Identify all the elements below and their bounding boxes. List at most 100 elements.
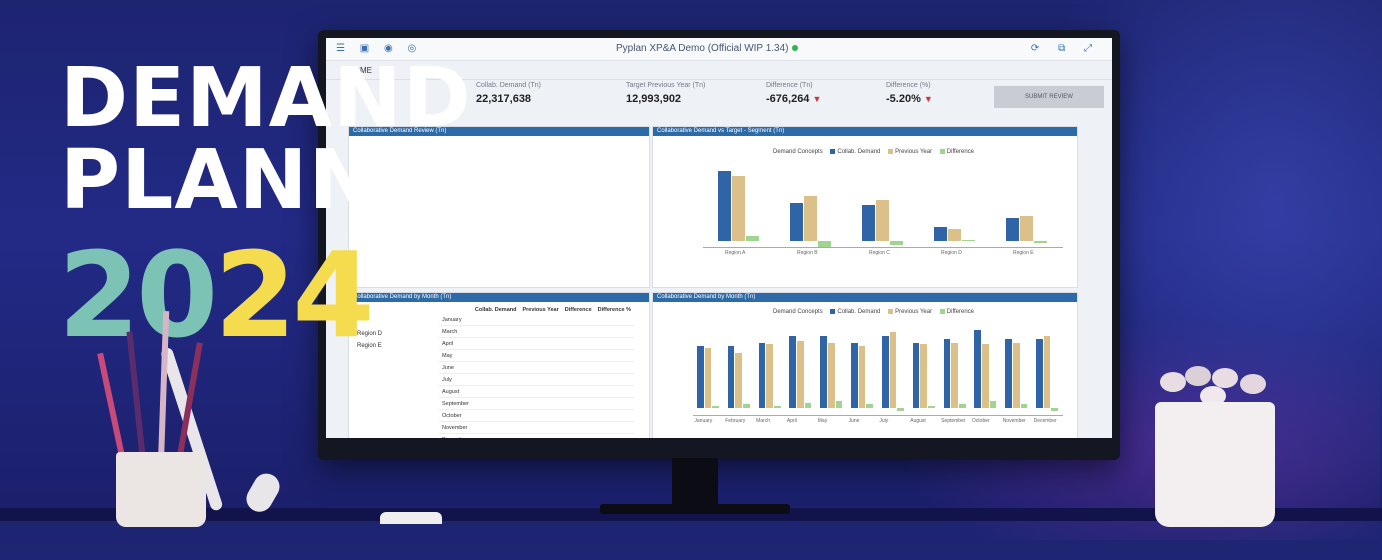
monitor-stand-base — [600, 504, 790, 514]
table-cell — [471, 433, 520, 438]
month-label: January — [439, 314, 472, 326]
decor-stone — [1212, 368, 1238, 388]
decor-stone — [1160, 372, 1186, 392]
app-title: Pyplan XP&A Demo (Official WIP 1.34) — [616, 43, 799, 54]
status-dot — [792, 45, 799, 51]
chart-bar — [789, 335, 797, 408]
table-cell — [594, 409, 634, 422]
chart-bar — [897, 407, 904, 412]
region-d-label: Region D — [357, 331, 383, 337]
x-tick-label: December — [1033, 418, 1057, 424]
chart-bar — [758, 342, 766, 408]
desk-surface — [0, 508, 1382, 521]
chart-bar — [962, 239, 975, 241]
year-part-1: 20 — [58, 226, 218, 364]
app-topbar: ☰ ▣ ◉ ◎ Pyplan XP&A Demo (Official WIP 1… — [326, 38, 1112, 61]
table-cell — [594, 325, 634, 338]
chart-bar — [876, 200, 889, 241]
table-row: January — [439, 314, 634, 326]
table-row: May — [439, 349, 634, 362]
toolbar-right-icons[interactable]: ⟳ ⧉ ⤢ — [1030, 43, 1100, 54]
table-cell — [561, 373, 595, 386]
table-cell — [471, 314, 520, 326]
chart-bar — [974, 330, 982, 408]
x-tick-label: April — [786, 418, 797, 424]
chart-bar — [712, 406, 719, 408]
table-header-row: Collab. Demand Previous Year Difference … — [439, 306, 634, 314]
chart-bar — [1043, 335, 1051, 408]
pencil — [97, 352, 126, 462]
monitor-stand — [672, 458, 718, 508]
panel-demand-by-month-table: Collaborative Demand by Month (Tn) Regio… — [348, 292, 650, 438]
headline-year: 2024 — [58, 236, 374, 354]
x-tick-label: Region B — [797, 250, 818, 256]
submit-review-button[interactable]: SUBMIT REVIEW — [994, 86, 1104, 108]
panel-title: Collaborative Demand by Month (Tn) — [653, 293, 1077, 302]
chart-legend: Demand Concepts Collab. Demand Previous … — [773, 149, 975, 156]
x-tick-label: January — [694, 418, 713, 424]
table-cell — [519, 349, 562, 362]
col-difference: Difference — [564, 307, 592, 313]
headline-line-1: DEMAND — [60, 51, 472, 146]
chart-bar — [1012, 342, 1020, 408]
table-cell — [471, 421, 520, 434]
table-cell — [519, 397, 562, 410]
chart-bar — [732, 175, 745, 241]
decor-stone — [1185, 366, 1211, 386]
month-label: April — [439, 337, 472, 350]
table-row: December — [439, 433, 634, 438]
x-tick-label: July — [879, 418, 889, 424]
region-e-label: Region E — [357, 343, 382, 349]
table-cell — [561, 361, 595, 374]
chart-bar — [804, 402, 812, 408]
col-difference-pct: Difference % — [597, 307, 631, 313]
kpi-target-previous-year: Target Previous Year (Tn) 12,993,902 — [626, 82, 706, 105]
month-label: October — [439, 409, 472, 422]
x-tick-label: Region C — [869, 250, 890, 256]
chart-bar — [790, 202, 803, 241]
chart-bar — [827, 342, 835, 408]
table-row: March — [439, 325, 634, 338]
chart-bar — [696, 346, 704, 408]
chart-bar — [866, 404, 874, 408]
planter-pot — [1155, 402, 1275, 527]
chart-bar — [704, 347, 712, 408]
table-cell — [519, 409, 562, 422]
kpi-strip: Collab. Demand (Tn) 22,317,638 Target Pre… — [326, 82, 1112, 112]
table-cell — [594, 433, 634, 438]
table-cell — [519, 361, 562, 374]
table-cell — [471, 349, 520, 362]
table-cell — [594, 373, 634, 386]
chart-bar — [948, 229, 961, 241]
chart-bar — [1051, 407, 1059, 412]
table-cell — [519, 325, 562, 338]
x-tick-label: March — [756, 418, 770, 424]
x-tick-label: Region D — [941, 250, 962, 256]
month-label: March — [439, 325, 472, 338]
x-tick-label: November — [1002, 418, 1026, 424]
chart-bar — [1005, 339, 1012, 408]
month-label: May — [439, 349, 472, 362]
kpi-difference-pct: Difference (%) -5.20% ▼ — [886, 82, 933, 105]
monthly-bar-chart: January February March April May June July Augu… — [693, 325, 1063, 424]
chart-bar — [835, 400, 843, 408]
x-tick-label: September — [941, 418, 966, 424]
chart-bar — [773, 406, 781, 408]
pencil-cup — [116, 452, 206, 527]
table-cell — [561, 397, 595, 410]
table-cell — [471, 361, 520, 374]
table-cell — [471, 385, 520, 398]
segment-bar-chart: Region A Region B Region C Region D Region E — [703, 167, 1063, 256]
chart-bar — [982, 344, 989, 408]
mug — [380, 512, 442, 524]
chart-bar — [1006, 218, 1019, 241]
x-tick-label: February — [725, 418, 746, 424]
tab-home[interactable]: HOME — [348, 66, 372, 75]
toolbar-icons[interactable]: ☰ ▣ ◉ ◎ — [336, 43, 423, 54]
table-row: April — [439, 337, 634, 350]
chart-bar — [727, 346, 735, 408]
month-label: December — [439, 433, 472, 438]
table-cell — [594, 349, 634, 362]
table-row: November — [439, 421, 634, 434]
table-cell — [561, 433, 595, 438]
